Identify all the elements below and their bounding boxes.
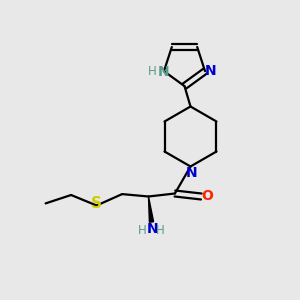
Text: N: N (185, 166, 197, 180)
Text: H: H (156, 224, 165, 238)
Text: N: N (205, 64, 217, 78)
Text: H: H (148, 65, 157, 78)
Text: S: S (91, 196, 101, 211)
Text: H: H (138, 224, 147, 238)
Text: N: N (158, 65, 169, 79)
Polygon shape (148, 196, 154, 222)
Text: O: O (201, 190, 213, 203)
Text: N: N (146, 222, 158, 236)
